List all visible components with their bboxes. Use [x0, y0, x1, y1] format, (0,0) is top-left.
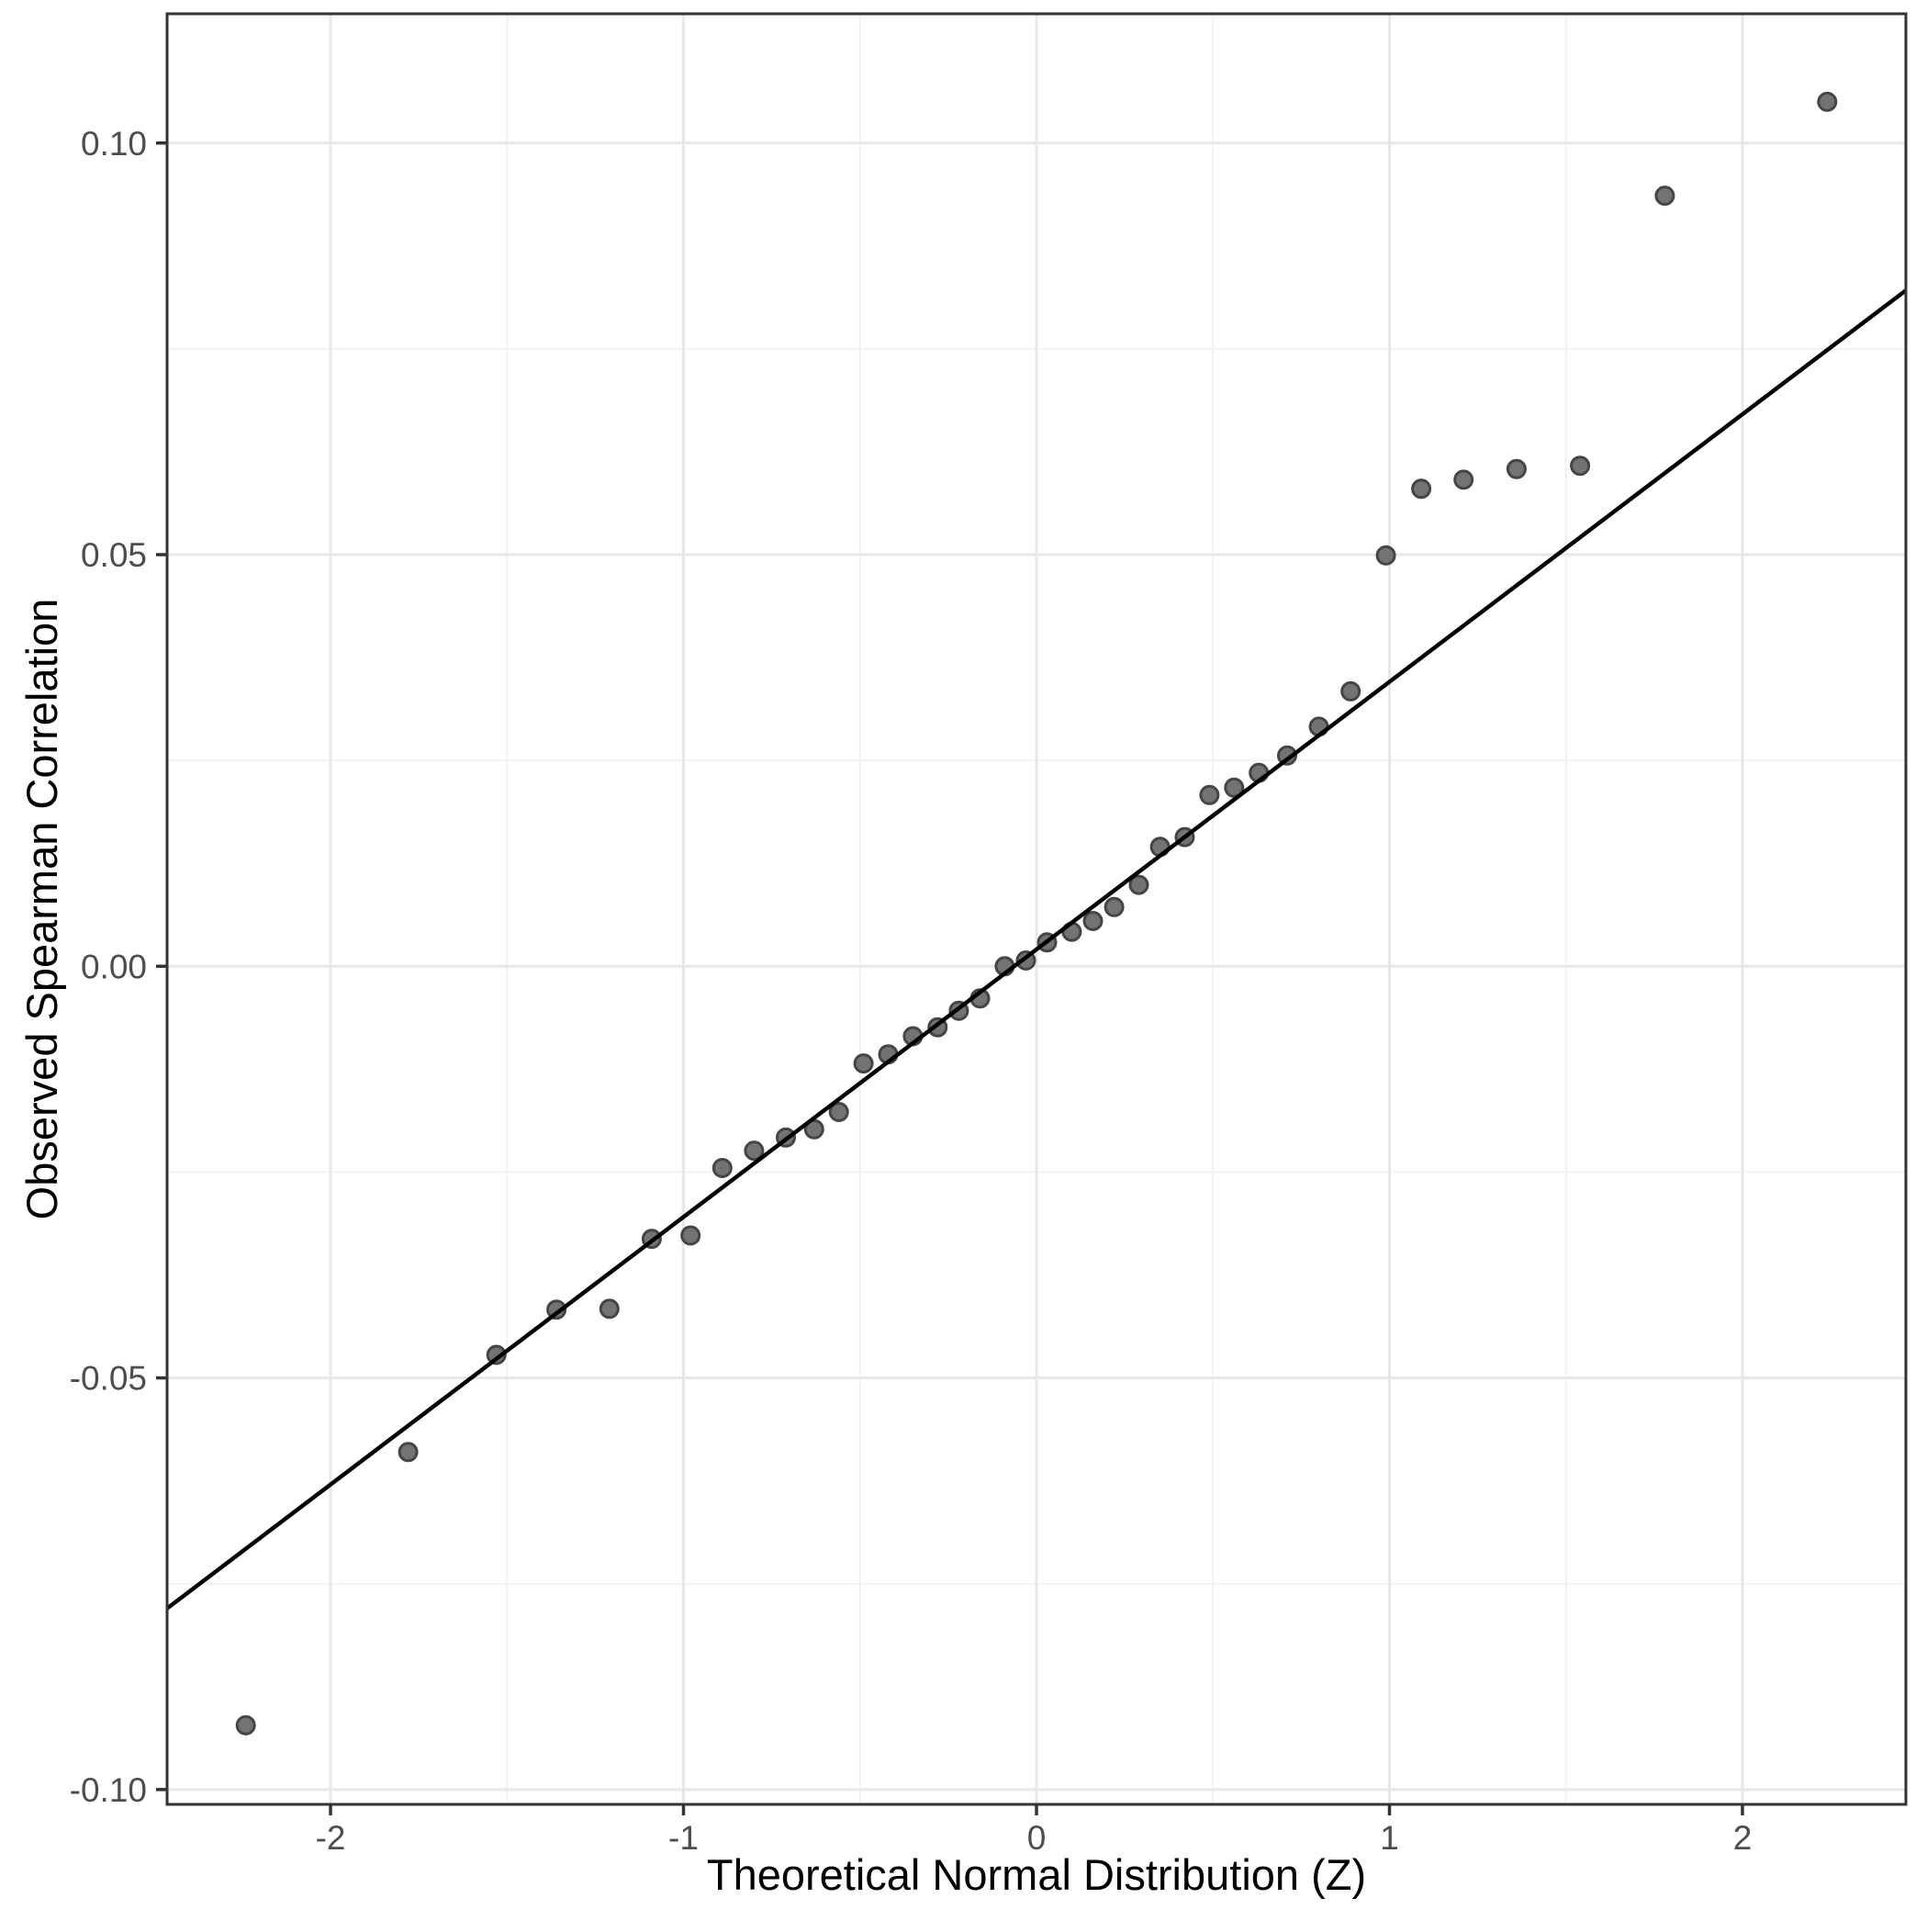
x-tick-label: -1 [668, 1819, 699, 1857]
x-tick-label: 0 [1027, 1819, 1047, 1857]
data-point [398, 1442, 419, 1463]
x-tick-label: 2 [1733, 1819, 1753, 1857]
data-point [546, 1299, 567, 1320]
x-tick-label: -2 [316, 1819, 346, 1857]
data-point [1506, 458, 1527, 479]
data-point [1570, 455, 1591, 477]
data-point [828, 1102, 849, 1122]
data-point [853, 1053, 874, 1074]
x-tick-label: 1 [1380, 1819, 1399, 1857]
data-point [1817, 91, 1838, 112]
y-tick-label: -0.05 [70, 1360, 147, 1398]
y-tick-label: 0.10 [81, 125, 147, 163]
major-gridlines [167, 14, 1906, 1804]
data-point [1128, 874, 1149, 895]
data-point [1375, 545, 1396, 566]
x-axis-title: Theoretical Normal Distribution (Z) [707, 1850, 1366, 1899]
data-point [1411, 478, 1432, 500]
data-point [1104, 896, 1125, 917]
data-point [599, 1298, 620, 1320]
y-tick-label: 0.00 [81, 948, 147, 985]
y-tick-label: -0.10 [70, 1771, 147, 1809]
data-point [1082, 911, 1104, 931]
data-point [680, 1225, 701, 1246]
data-point [744, 1140, 765, 1162]
axis-ticks [156, 141, 1744, 1815]
data-point [1199, 784, 1220, 805]
data-point [1453, 469, 1474, 490]
data-point [1340, 680, 1361, 702]
data-point [1277, 745, 1297, 766]
data-point [1654, 185, 1675, 207]
y-axis-title: Observed Spearman Correlation [17, 599, 66, 1220]
data-point [486, 1344, 507, 1365]
data-point [711, 1158, 733, 1178]
axis-tick-labels: -2 -1 0 1 2 0.10 0.05 0.00 -0.05 -0.10 [70, 125, 1753, 1857]
data-point [235, 1714, 256, 1735]
data-point [1224, 777, 1245, 798]
qq-reference-line [165, 288, 1908, 1611]
y-tick-label: 0.05 [81, 536, 147, 574]
qq-reference-line-layer [165, 288, 1908, 1611]
